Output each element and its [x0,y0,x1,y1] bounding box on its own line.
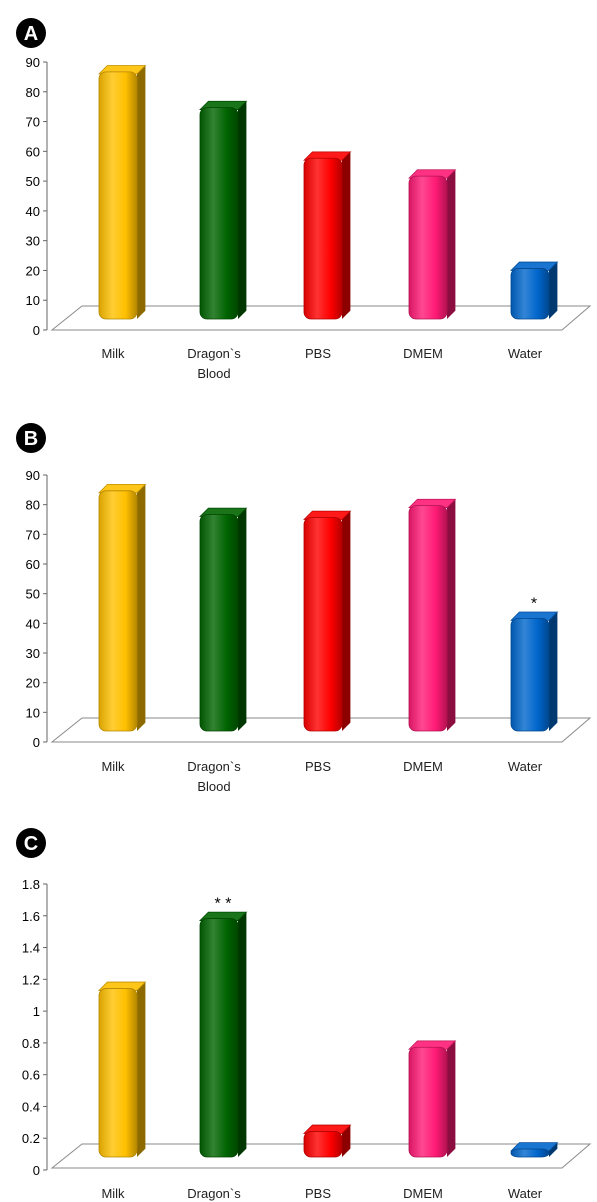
chart-panel-c: C 0 0.2 0.4 0.6 0.8 1 1.2 1.4 1.6 1.8 * * Milk Dragon… [16,828,592,1202]
y-tick-label: 20 [26,676,40,691]
panel-label-b: B [16,423,46,453]
panel-label-a: A [16,18,46,48]
bar-a-5 [510,261,559,320]
svg-text:B: B [24,428,38,450]
x-tick-label: PBS [305,1186,331,1201]
y-tick-label: 40 [26,204,40,219]
y-tick-label: 10 [26,293,40,308]
y-tick-label: 1.6 [22,909,40,924]
y-tick-label: 70 [26,115,40,130]
y-tick-label: 1.4 [22,941,40,956]
y-tick-label: 1.2 [22,972,40,987]
y-tick-label: 80 [26,498,40,513]
y-tick-label: 30 [26,646,40,661]
y-tick-label: 1.8 [22,877,40,892]
bar-c-2 [199,911,248,1158]
panel-label-c: C [16,828,46,858]
y-tick-label: 0.4 [22,1099,40,1114]
bar-a-2 [199,100,248,320]
y-tick-label: 50 [26,587,40,602]
bar-c-5 [510,1142,559,1158]
significance-marker: * * [215,896,232,913]
y-tick-label: 90 [26,55,40,70]
y-tick-label: 1 [33,1004,40,1019]
y-tick-label: 20 [26,263,40,278]
significance-marker: * [531,595,537,612]
bar-b-4 [408,498,457,732]
bar-a-4 [408,169,457,320]
y-tick-label: 0 [33,1163,40,1178]
bar-a-1 [98,65,147,320]
x-tick-label: Water [508,759,543,774]
bar-b-5 [510,611,559,732]
y-tick-label: 90 [26,468,40,483]
x-tick-label: DMEM [403,346,443,361]
x-tick-label: PBS [305,346,331,361]
y-tick-label: 30 [26,234,40,249]
y-tick-label: 0.8 [22,1036,40,1051]
x-tick-label: DMEM [403,759,443,774]
bar-b-3 [303,510,352,732]
bar-c-3 [303,1124,352,1158]
bar-a-3 [303,151,352,320]
x-tick-label: Milk [101,346,125,361]
bar-c-1 [98,981,147,1158]
y-tick-label: 50 [26,174,40,189]
y-tick-label: 40 [26,616,40,631]
bar-c-4 [408,1040,457,1158]
bar-b-1 [98,484,147,732]
x-tick-label: DMEM [403,1186,443,1201]
x-tick-label: Water [508,1186,543,1201]
svg-text:A: A [24,23,38,45]
y-tick-label: 0.6 [22,1068,40,1083]
y-tick-label: 60 [26,557,40,572]
chart-panel-b: B 0 10 20 30 40 50 60 70 80 90 * Milk Dragon`s Blood PB… [16,423,592,794]
y-tick-label: 0 [33,735,40,750]
x-tick-label: PBS [305,759,331,774]
x-tick-label: Milk [101,759,125,774]
svg-text:C: C [24,833,38,855]
bar-b-2 [199,507,248,732]
y-tick-label: 0.2 [22,1131,40,1146]
y-tick-label: 10 [26,705,40,720]
y-tick-label: 70 [26,527,40,542]
x-tick-label: Water [508,346,543,361]
y-tick-label: 80 [26,85,40,100]
y-tick-label: 0 [33,323,40,338]
y-tick-label: 60 [26,144,40,159]
x-tick-label: Milk [101,1186,125,1201]
chart-panel-a: A 0 10 20 30 40 50 60 70 80 90 Milk Dragon`s Blood PBS… [16,18,592,381]
